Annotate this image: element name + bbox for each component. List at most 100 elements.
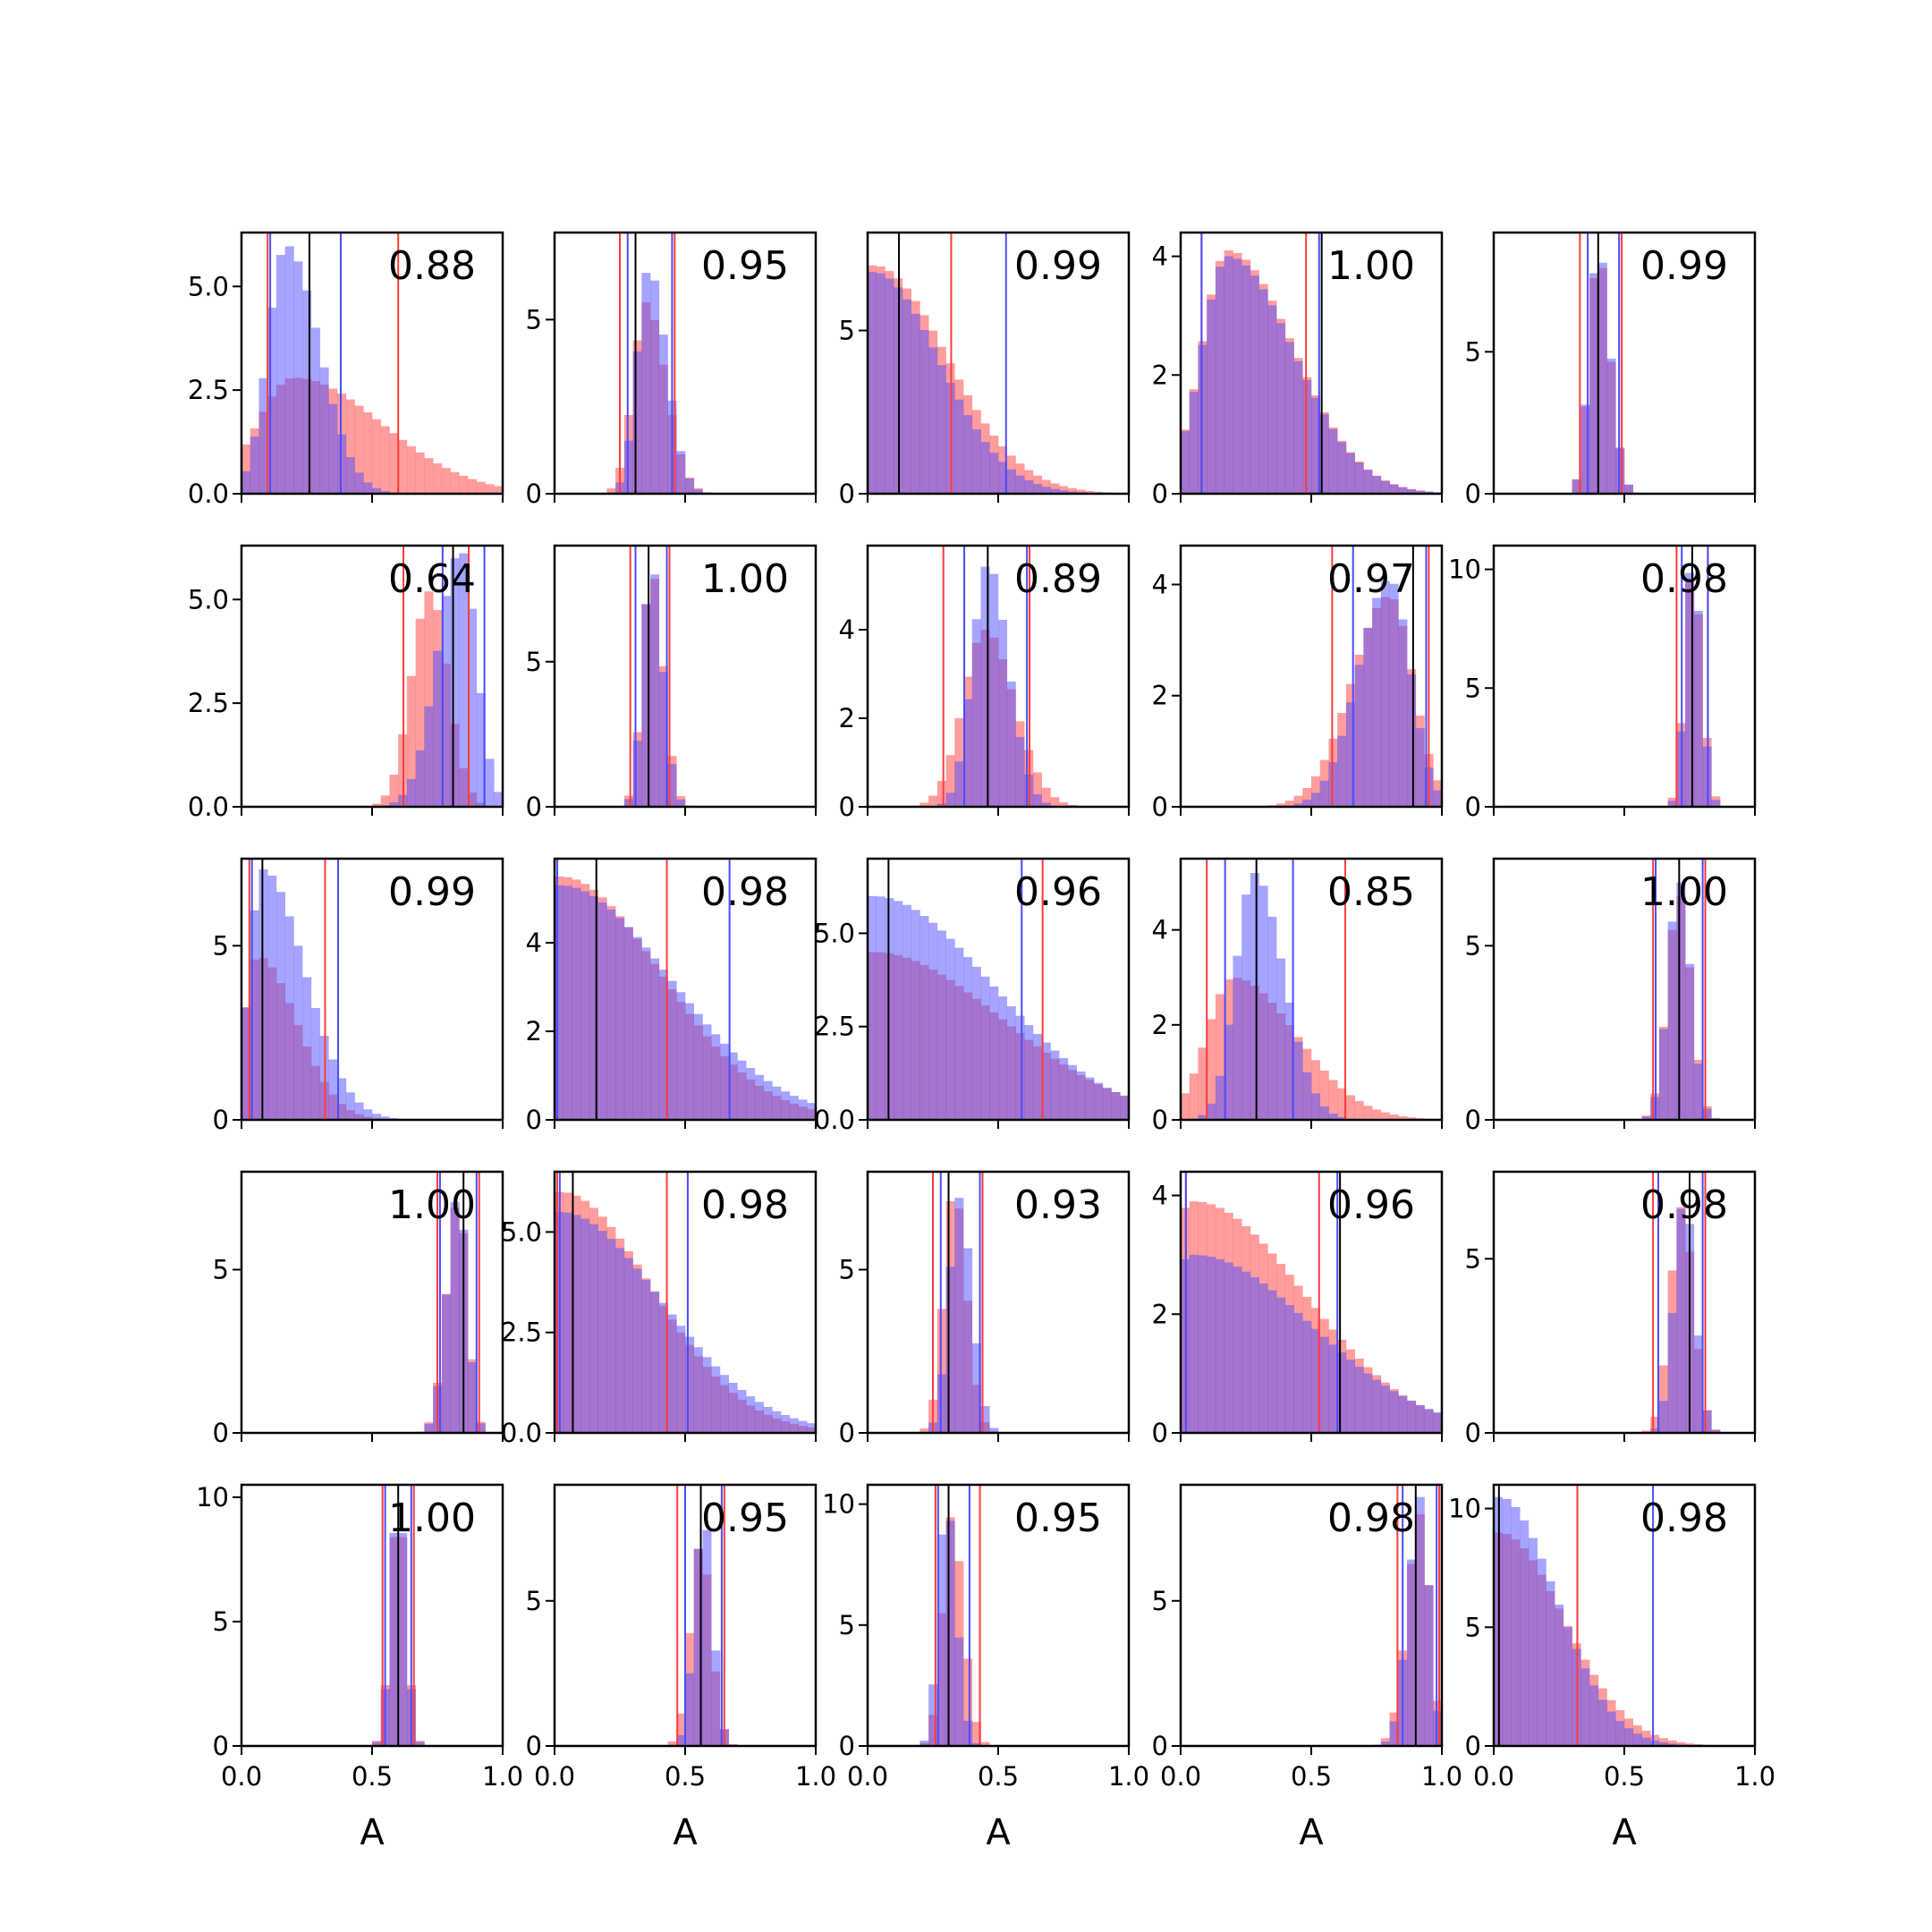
blue-histogram-bar xyxy=(494,792,503,807)
y-tick-label: 10 xyxy=(196,1482,229,1513)
blue-histogram-bar xyxy=(772,1086,782,1120)
blue-histogram-bar xyxy=(1389,1391,1399,1433)
blue-histogram-bar xyxy=(1015,1015,1025,1120)
blue-histogram-bar xyxy=(641,947,651,1120)
blue-histogram-bar xyxy=(980,566,990,807)
panel-21: 0 5 10 0.0 0.5 1.0 1.00 A xyxy=(196,1482,523,1853)
blue-histogram-bar xyxy=(989,453,999,494)
blue-histogram-bar xyxy=(1650,1428,1660,1433)
blue-histogram-bar xyxy=(380,1116,390,1120)
red-histogram-bar xyxy=(1658,1738,1668,1746)
red-histogram-bar xyxy=(676,1713,686,1746)
blue-histogram-bar xyxy=(459,553,469,807)
blue-histogram-bar xyxy=(1702,1108,1712,1120)
red-histogram-bar xyxy=(1380,1112,1390,1120)
blue-histogram-bar xyxy=(468,608,478,807)
blue-histogram-bar xyxy=(1328,1344,1338,1433)
panel-value-label: 0.98 xyxy=(1327,1496,1415,1541)
blue-histogram-bar xyxy=(1215,1258,1224,1433)
blue-histogram-bar xyxy=(676,1326,686,1433)
red-histogram-bar xyxy=(606,487,616,494)
blue-histogram-bar xyxy=(693,489,703,494)
red-histogram-bar xyxy=(468,479,478,494)
panel-8: 0 2 4 0.89 xyxy=(839,544,1131,822)
panel-18: 050.93 xyxy=(839,1170,1131,1448)
blue-histogram-bar xyxy=(885,278,894,494)
y-tick-label: 0 xyxy=(1465,1105,1481,1135)
blue-histogram-bar xyxy=(1302,800,1312,807)
blue-histogram-bar xyxy=(1293,803,1303,807)
blue-histogram-bar xyxy=(936,930,946,1120)
y-tick-label: 4 xyxy=(1152,915,1168,945)
x-axis-label: A xyxy=(673,1812,698,1853)
blue-histogram-bar xyxy=(1563,1627,1572,1746)
panel-value-label: 0.64 xyxy=(388,556,476,602)
blue-histogram-bar xyxy=(250,910,259,1120)
blue-histogram-bar xyxy=(1207,1257,1216,1433)
blue-histogram-bar xyxy=(798,1099,808,1120)
red-histogram-bar xyxy=(1041,787,1051,807)
blue-histogram-bar xyxy=(380,491,390,494)
red-histogram-bar xyxy=(1641,1430,1651,1433)
blue-histogram-bar xyxy=(980,976,990,1120)
x-tick-label: 0.0 xyxy=(534,1761,575,1792)
blue-histogram-bar xyxy=(1650,1740,1660,1746)
y-tick-label: 5 xyxy=(839,316,855,346)
y-tick-label: 4 xyxy=(1152,242,1168,272)
blue-histogram-bar xyxy=(954,1637,964,1746)
blue-histogram-bar xyxy=(1276,958,1286,1120)
blue-histogram-bar xyxy=(1311,397,1321,494)
blue-histogram-bar xyxy=(868,272,877,494)
blue-histogram-bar xyxy=(998,619,1008,807)
blue-histogram-bar xyxy=(623,1258,633,1433)
red-histogram-bar xyxy=(1407,1117,1417,1120)
blue-histogram-bar xyxy=(1345,453,1355,494)
blue-histogram-bar xyxy=(267,307,277,494)
blue-histogram-bar xyxy=(476,1423,486,1433)
blue-histogram-bar xyxy=(337,434,347,494)
red-histogram-bar xyxy=(1676,1741,1686,1746)
blue-histogram-bar xyxy=(1302,1072,1312,1120)
blue-histogram-bar xyxy=(963,1248,973,1433)
blue-histogram-bar xyxy=(1067,491,1077,494)
red-histogram-bar xyxy=(476,481,486,494)
blue-histogram-bar xyxy=(693,1013,703,1120)
blue-histogram-bar xyxy=(1702,1410,1712,1433)
blue-histogram-bar xyxy=(1337,735,1347,807)
blue-histogram-bar xyxy=(1024,1025,1034,1120)
y-tick-label: 0 xyxy=(839,479,855,509)
blue-histogram-bar xyxy=(980,442,990,494)
blue-histogram-bar xyxy=(1328,428,1338,494)
red-histogram-bar xyxy=(415,618,425,807)
blue-histogram-bar xyxy=(685,478,695,494)
panel-15: 051.00 xyxy=(1465,857,1757,1135)
red-histogram-bar xyxy=(1059,802,1069,807)
blue-histogram-bar xyxy=(1424,1585,1434,1746)
blue-histogram-bar xyxy=(1363,470,1373,494)
blue-histogram-bar xyxy=(676,451,686,494)
red-histogram-bar xyxy=(1650,1416,1660,1433)
y-tick-label: 5 xyxy=(1152,1586,1168,1616)
blue-histogram-bar xyxy=(1328,762,1338,807)
blue-histogram-bar xyxy=(685,1003,695,1120)
blue-histogram-bar xyxy=(911,910,920,1120)
blue-histogram-bar xyxy=(319,367,329,494)
blue-histogram-bar xyxy=(302,977,312,1120)
red-histogram-bar xyxy=(1685,1743,1695,1746)
blue-histogram-bar xyxy=(711,1034,721,1120)
panel-23: 0 5 10 0.0 0.5 1.0 0.95 A xyxy=(822,1483,1149,1853)
blue-histogram-bar xyxy=(1302,379,1312,494)
y-tick-label: 2 xyxy=(839,703,855,733)
y-tick-label: 5 xyxy=(213,1255,229,1285)
blue-histogram-bar xyxy=(623,927,633,1120)
panel-value-label: 1.00 xyxy=(388,1496,476,1541)
blue-histogram-bar xyxy=(1006,469,1016,494)
blue-histogram-bar xyxy=(275,892,285,1120)
blue-histogram-bar xyxy=(693,1347,703,1433)
panel-13: 0.0 2.5 5.0 0.96 xyxy=(814,857,1131,1135)
blue-histogram-bar xyxy=(1207,299,1216,494)
blue-histogram-bar xyxy=(337,1078,347,1120)
blue-histogram-bar xyxy=(1207,1103,1216,1120)
y-tick-label: 0 xyxy=(213,1418,229,1448)
